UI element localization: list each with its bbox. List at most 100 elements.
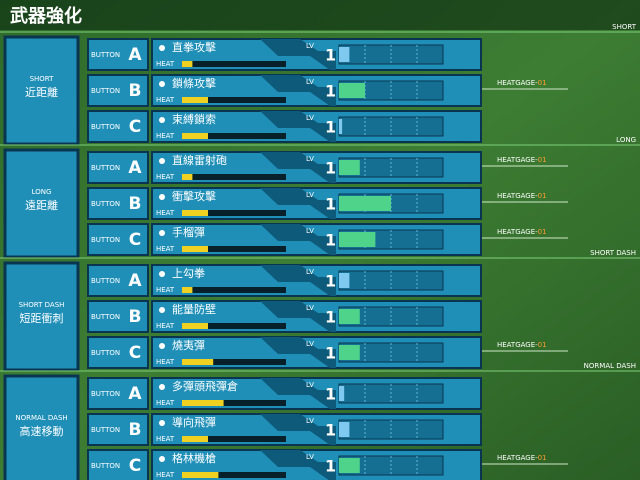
heatgage-text: HEATGAGE- [497,156,538,164]
heat-track [182,436,286,442]
section-name-zh: 遠距離 [25,198,58,212]
button-box [87,187,149,220]
button-box [87,377,149,410]
weapon-divider [260,39,336,70]
heat-fill [182,61,193,67]
bullet [159,81,165,87]
button-box [87,300,149,333]
button-box [87,74,149,107]
heat-label: HEAT [156,435,175,443]
heat-label: HEAT [156,173,175,181]
heat-track [182,210,286,216]
gauge-fill [339,458,360,473]
lv-value: 1 [325,159,336,178]
gauge-fill [339,273,350,288]
heatgage-label: HEATGAGE-01 [497,156,547,164]
lv-value: 1 [325,82,336,101]
heat-label: HEAT [156,132,175,140]
heat-label: HEAT [156,399,175,407]
gauge-fill [339,196,391,211]
heat-track [182,323,286,329]
button-letter: C [129,456,141,476]
lv-label: LV [306,340,314,348]
heatgage-text: HEATGAGE- [497,341,538,349]
button-label: BUTTON [91,313,120,321]
heat-label: HEAT [156,60,175,68]
heat-fill [182,246,208,252]
lv-value: 1 [325,118,336,137]
bullet [159,45,165,51]
heat-fill [182,472,219,478]
button-letter: B [129,420,142,440]
section-name-zh: 短距衝刺 [20,311,64,325]
heatgage-text: HEATGAGE- [497,454,538,462]
heatgage-level: 01 [538,156,547,164]
lv-label: LV [306,417,314,425]
button-letter: B [129,81,142,101]
button-letter: C [129,117,141,137]
bullet [159,117,165,123]
heat-fill [182,436,208,442]
button-label: BUTTON [91,390,120,398]
section-name-en: NORMAL DASH [15,414,67,422]
weapon-name: 能量防壁 [172,302,216,316]
button-box [87,264,149,297]
bullet [159,230,165,236]
heat-track [182,359,286,365]
lv-value: 1 [325,231,336,250]
heat-fill [182,210,208,216]
heat-label: HEAT [156,286,175,294]
heat-track [182,133,286,139]
heatgage-text: HEATGAGE- [497,79,538,87]
lv-label: LV [306,304,314,312]
heatgage-label: HEATGAGE-01 [497,79,547,87]
heat-track [182,61,286,67]
gauge-fill [339,83,365,98]
button-label: BUTTON [91,349,120,357]
heat-fill [182,287,193,293]
section-name-en: SHORT [30,75,55,83]
heat-fill [182,359,214,365]
weapon-name: 格林機槍 [172,451,216,465]
button-box [87,110,149,143]
section-name-zh: 高速移動 [20,424,64,438]
weapon-divider [260,152,336,183]
gauge-fill [339,232,376,247]
button-letter: A [128,384,142,404]
lv-value: 1 [325,272,336,291]
heatgage-label: HEATGAGE-01 [497,341,547,349]
heat-track [182,174,286,180]
lv-value: 1 [325,195,336,214]
button-box [87,151,149,184]
lv-value: 1 [325,46,336,65]
button-label: BUTTON [91,277,120,285]
weapon-divider [260,265,336,296]
weapon-divider [260,378,336,409]
gauge-fill [339,47,350,62]
lv-label: LV [306,155,314,163]
button-letter: B [129,307,142,327]
title: 武器強化 [10,5,82,27]
heatgage-level: 01 [538,341,547,349]
lv-value: 1 [325,457,336,476]
weapon-divider [260,224,336,255]
section-tag: LONG [616,136,636,144]
lv-value: 1 [325,385,336,404]
bullet [159,456,165,462]
lv-value: 1 [325,421,336,440]
weapon-name: 上勾拳 [172,266,205,280]
heat-label: HEAT [156,322,175,330]
heat-label: HEAT [156,209,175,217]
section-name-en: LONG [32,188,52,196]
weapon-divider [260,301,336,332]
section-panel [3,148,80,259]
heat-track [182,97,286,103]
heatgage-level: 01 [538,79,547,87]
button-letter: A [128,271,142,291]
heat-track [182,246,286,252]
heatgage-label: HEATGAGE-01 [497,228,547,236]
weapon-name: 鎖條攻擊 [172,76,216,90]
heatgage-label: HEATGAGE-01 [497,192,547,200]
section-panel [3,261,80,372]
